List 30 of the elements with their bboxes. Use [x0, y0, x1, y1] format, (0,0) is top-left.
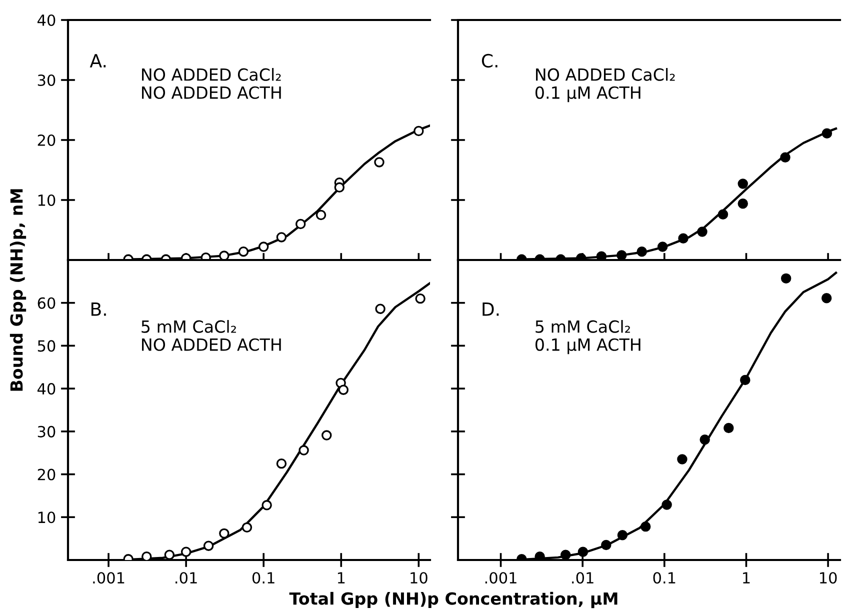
x-tick-label: 1: [338, 572, 345, 584]
annotation: A.: [90, 54, 106, 68]
y-tick-label: 20: [38, 134, 56, 146]
y-tick-label: 30: [38, 426, 56, 438]
x-axis-title: Total Gpp (NH)p Concentration, µM: [289, 592, 618, 608]
x-tick-label: 1: [743, 572, 750, 584]
annotation: D.: [482, 302, 499, 316]
y-tick-label: 40: [38, 14, 56, 26]
annotation: 5 mM CaCl₂ NO ADDED ACTH: [142, 320, 281, 351]
y-axis-title: Bound Gpp (NH)p, nM: [10, 189, 26, 391]
annotation: NO ADDED CaCl₂ 0.1 µM ACTH: [536, 68, 675, 102]
annotation: C.: [482, 54, 498, 68]
annotation: NO ADDED CaCl₂ NO ADDED ACTH: [142, 68, 281, 99]
annotation: B.: [91, 302, 106, 316]
x-tick-label: .001: [485, 572, 516, 584]
y-tick-label: 60: [38, 297, 56, 309]
x-tick-label: .001: [93, 572, 124, 584]
y-tick-label: 20: [38, 468, 56, 480]
x-tick-label: .01: [176, 572, 197, 584]
x-tick-label: 0.1: [653, 572, 676, 584]
x-tick-label: .01: [572, 572, 594, 584]
annotation: 5 mM CaCl₂ 0.1 µM ACTH: [536, 320, 640, 354]
x-tick-label: 10: [820, 572, 837, 584]
y-tick-label: 30: [38, 74, 56, 86]
y-tick-label: 10: [38, 194, 56, 206]
y-tick-label: 50: [38, 340, 56, 352]
y-tick-label: 10: [38, 512, 56, 524]
x-tick-label: 10: [410, 572, 428, 584]
y-tick-label: 40: [38, 383, 56, 395]
x-tick-label: 0.1: [252, 572, 274, 584]
